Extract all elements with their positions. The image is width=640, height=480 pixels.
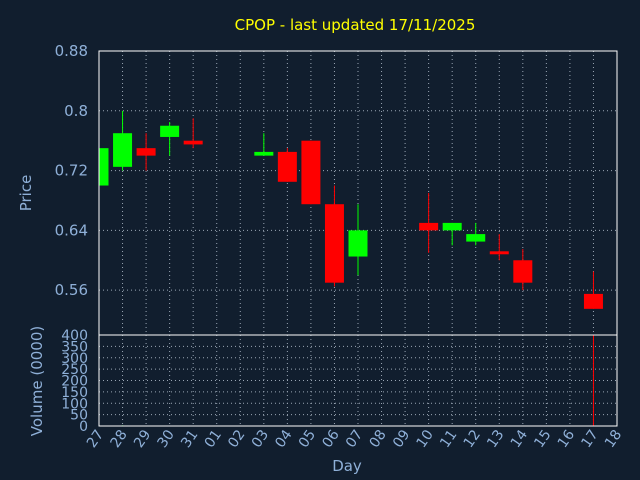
candle-body <box>348 230 368 257</box>
x-tick-labels: 27 28 29 30 31 01 02 03 04 05 06 07 08 09 10 11 12 13 14 15… <box>84 427 625 451</box>
candle-body <box>99 148 109 186</box>
candle-body <box>419 222 439 231</box>
candle-body <box>583 293 603 309</box>
candle-body <box>466 234 486 242</box>
volume-tick-label: 50 <box>70 408 88 424</box>
candle-body <box>160 125 180 137</box>
candle-body <box>324 204 344 283</box>
volume-tick-label: 0 <box>79 419 88 435</box>
price-tick-label: 0.64 <box>55 221 88 239</box>
price-tick-label: 0.56 <box>55 281 88 299</box>
x-axis-label: Day <box>332 457 362 475</box>
price-tick-label: 0.88 <box>55 42 88 60</box>
price-tick-labels: 0.88 0.8 0.72 0.64 0.56 <box>55 42 88 299</box>
volume-tick-label: 150 <box>61 385 88 401</box>
candle-body <box>254 151 274 156</box>
volume-tick-label: 400 <box>61 328 88 344</box>
candle-body <box>513 260 533 283</box>
price-axis-label: Price <box>17 175 35 212</box>
price-tick-label: 0.72 <box>55 162 88 180</box>
candle-body <box>136 148 156 156</box>
candles <box>98 110 603 309</box>
volume-tick-label: 300 <box>61 351 88 367</box>
candle-body <box>113 133 133 167</box>
volume-panel-frame <box>98 334 618 427</box>
candle-body <box>301 140 321 205</box>
volume-tick-label: 100 <box>61 396 88 412</box>
chart-title: CPOP - last updated 17/11/2025 <box>235 16 476 34</box>
volume-axis-label: Volume (0000) <box>28 326 46 436</box>
price-tick-label: 0.8 <box>64 102 88 120</box>
candle-body <box>183 140 203 145</box>
volume-tick-label: 200 <box>61 374 88 390</box>
candle-body <box>442 222 462 231</box>
volume-tick-label: 350 <box>61 339 88 355</box>
candle-body <box>489 251 509 255</box>
volume-tick-label: 250 <box>61 362 88 378</box>
price-gridlines <box>99 50 617 335</box>
candle-body <box>277 151 297 182</box>
